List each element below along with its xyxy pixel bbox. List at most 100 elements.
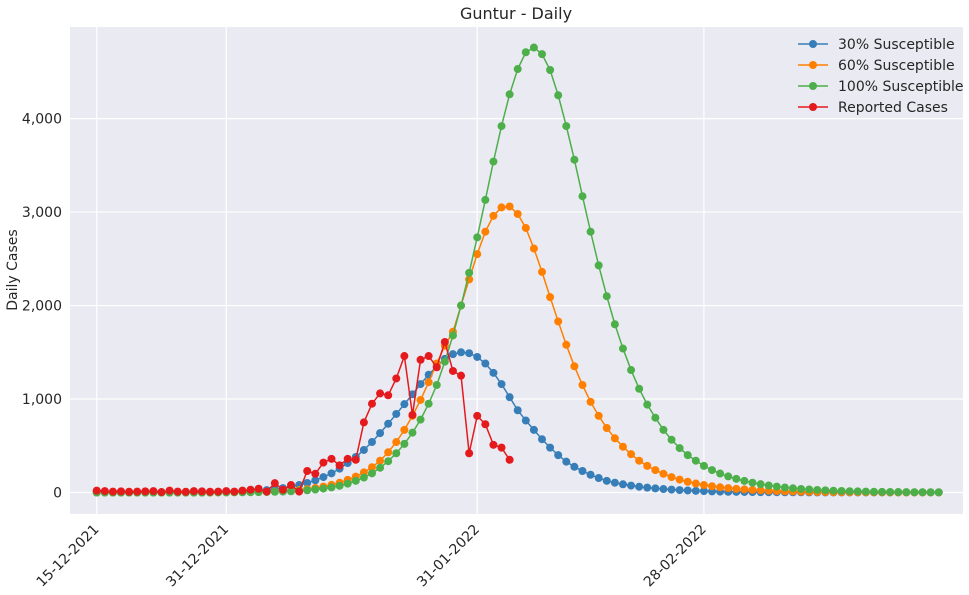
data-point [627, 450, 636, 459]
data-point [570, 462, 579, 471]
data-point [627, 366, 636, 375]
data-point [708, 482, 717, 491]
data-point [780, 483, 789, 492]
data-point [448, 331, 457, 340]
data-point [465, 349, 474, 358]
data-point [214, 487, 223, 496]
data-point [546, 66, 555, 74]
data-point [125, 487, 134, 496]
data-point [521, 223, 530, 232]
series-3 [92, 338, 514, 497]
data-point [230, 487, 239, 496]
legend-item: 100% Susceptible [798, 79, 964, 95]
data-point [238, 486, 247, 495]
data-point [813, 485, 822, 494]
data-point [254, 484, 263, 493]
data-point [570, 362, 579, 371]
data-point [424, 352, 433, 361]
data-point [538, 267, 546, 276]
data-point [667, 435, 676, 444]
data-point [287, 487, 296, 496]
data-point [319, 484, 328, 493]
data-point [497, 203, 506, 212]
data-point [392, 409, 401, 418]
legend-label: 30% Susceptible [838, 37, 955, 53]
data-point [643, 400, 652, 409]
data-point [489, 368, 498, 377]
data-point [416, 395, 425, 404]
data-point [424, 399, 433, 408]
y-tick-label: 4,000 [22, 112, 62, 128]
data-point [546, 443, 555, 452]
data-point [108, 487, 117, 496]
y-tick-label: 1,000 [22, 392, 62, 408]
data-point [481, 195, 490, 204]
data-point [529, 425, 538, 434]
data-point [481, 359, 490, 368]
data-point [408, 428, 417, 437]
data-point [618, 344, 627, 353]
data-point [343, 479, 352, 488]
y-tick-label: 3,000 [22, 205, 62, 221]
data-point [440, 338, 449, 347]
data-point [505, 455, 514, 464]
data-point [683, 451, 692, 460]
data-point [303, 486, 312, 495]
data-point [716, 483, 725, 492]
data-point [416, 380, 425, 389]
data-point [627, 481, 636, 490]
data-point [400, 400, 409, 409]
data-point [602, 476, 611, 485]
data-point [327, 469, 336, 478]
data-point [457, 348, 466, 357]
data-point [546, 293, 555, 302]
data-point [732, 484, 741, 493]
data-point [481, 420, 490, 429]
data-point [513, 406, 522, 415]
data-point [457, 371, 466, 380]
data-point [748, 478, 757, 487]
legend-item: 60% Susceptible [798, 58, 955, 74]
data-point [270, 487, 279, 496]
data-point [562, 122, 571, 131]
data-point [513, 65, 522, 74]
data-point [400, 439, 409, 448]
data-point [181, 487, 190, 496]
data-point [764, 481, 773, 490]
data-point [505, 90, 514, 99]
data-point [635, 482, 644, 491]
data-point [505, 202, 514, 211]
data-point [699, 461, 708, 470]
data-point [497, 380, 506, 389]
x-tick-label: 15-12-2021 [34, 522, 103, 591]
legend-marker [809, 103, 817, 111]
data-point [691, 486, 700, 495]
legend-label: Reported Cases [838, 100, 948, 116]
data-point [457, 301, 466, 310]
data-point [416, 355, 425, 364]
data-point [206, 487, 215, 496]
data-point [400, 425, 409, 434]
data-point [473, 233, 482, 242]
data-point [586, 397, 595, 406]
data-point [303, 467, 312, 475]
data-point [675, 444, 684, 453]
data-point [829, 486, 838, 495]
data-point [797, 484, 806, 493]
data-point [659, 485, 668, 494]
data-point [740, 485, 749, 494]
data-point [675, 486, 684, 495]
data-point [869, 487, 878, 496]
data-point [359, 418, 368, 427]
legend-label: 100% Susceptible [838, 79, 964, 95]
data-point [100, 487, 109, 496]
data-point [157, 488, 166, 497]
data-point [295, 487, 304, 496]
data-point [554, 451, 563, 460]
data-point [635, 456, 644, 465]
data-point [173, 487, 182, 496]
data-point [837, 487, 846, 496]
data-point [117, 487, 126, 496]
data-point [392, 438, 401, 447]
data-point [505, 393, 514, 402]
